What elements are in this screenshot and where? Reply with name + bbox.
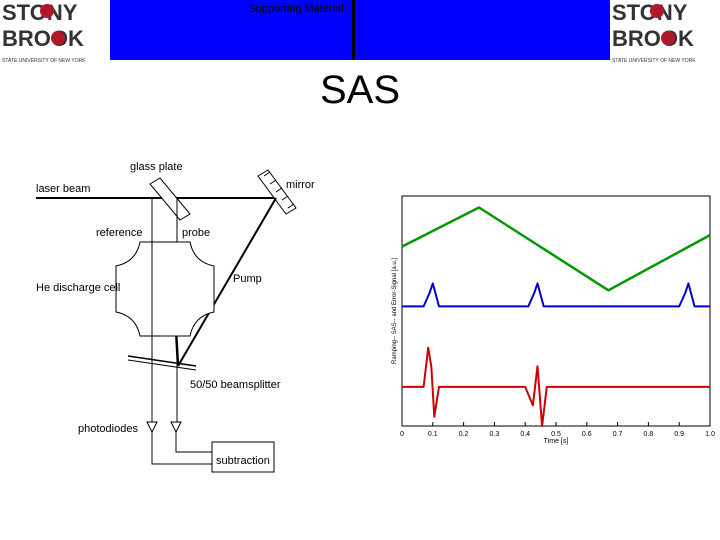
label-probe: probe [182,227,210,239]
x-tick-label: 0.7 [613,431,623,438]
plot-frame [401,195,711,427]
logo-left-subline: STATE UNIVERSITY OF NEW YORK [2,58,86,64]
beamsplitter [127,355,197,367]
logo-right-mark-2 [661,31,675,45]
mirror [257,169,297,215]
beamsplitter-back [127,359,197,371]
x-tick-label: 1.0 [705,431,715,438]
wire-probe [175,432,212,453]
x-tick-label: 0.2 [459,431,469,438]
signal-chart: 0 0.1 0.2 0.3 0.4 0.5 0.6 0.7 0.8 0.9 1.0 Time [s]… [392,195,715,445]
mirror-hatching [263,171,295,209]
pump-beam [177,197,277,367]
label-photodiodes: photodiodes [78,423,138,435]
logo-right-line1: STONY [612,0,688,25]
x-tick-label: 0.3 [490,431,500,438]
error-signal-series-line [402,346,710,427]
he-discharge-cell [115,241,215,337]
label-reference: reference [96,227,142,239]
stony-brook-logo-right: STONY BROOK STATE UNIVERSITY OF NEW YORK [610,0,720,64]
label-mirror: mirror [286,179,315,191]
label-beamsplitter: 50/50 beamsplitter [190,379,281,391]
logo-left-mark-2 [51,31,65,45]
header-banner [110,0,610,60]
photodiode-reference [146,421,158,434]
banner-divider [352,0,355,60]
glass-plate [149,177,191,221]
logo-left-mark [40,4,54,18]
banner-caption: Supporting Material [248,3,344,15]
optical-setup-diagram: glass plate laser beam mirror reference … [36,161,315,473]
sas-series-line [402,282,710,308]
x-tick-label: 0.8 [644,431,654,438]
x-tick-label: 0.5 [551,431,561,438]
slide-title: SAS [319,68,401,112]
series-group [401,206,711,427]
label-glass-plate: glass plate [130,161,183,173]
stony-brook-logo-left: STONY BROOK STATE UNIVERSITY OF NEW YORK [0,0,110,64]
label-laser-beam: laser beam [36,183,90,195]
ramp-series-line [401,206,711,292]
y-axis-label: Ramping-- SAS-- and Error-Signal [a.u.] [392,258,398,364]
label-pump: Pump [233,273,262,285]
subtraction-box [211,441,275,473]
logo-left-line2: BROOK [2,26,84,51]
x-tick-group: 0 0.1 0.2 0.3 0.4 0.5 0.6 0.7 0.8 0.9 1.0 [400,422,715,438]
x-axis-label: Time [s] [544,438,569,445]
logo-right-subline: STATE UNIVERSITY OF NEW YORK [612,58,696,64]
label-he-discharge-cell: He discharge cell [36,282,120,294]
x-tick-label: 0.6 [582,431,592,438]
logo-right-mark [650,4,664,18]
x-tick-label: 0.4 [520,431,530,438]
wire-reference [151,432,212,465]
x-tick-label: 0.9 [674,431,684,438]
logo-right-line2: BROOK [612,26,694,51]
x-tick-label: 0 [400,431,404,438]
label-subtraction: subtraction [216,455,270,467]
photodiode-probe [170,421,182,434]
x-tick-label: 0.1 [428,431,438,438]
logo-left-line1: STONY [2,0,78,25]
